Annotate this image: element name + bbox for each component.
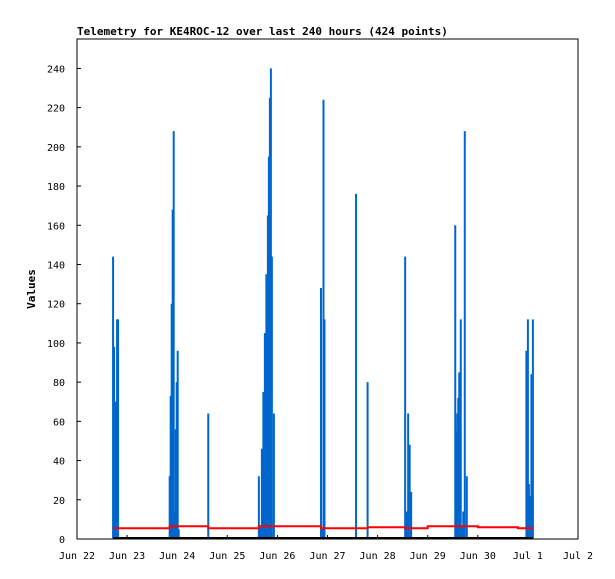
y-tick-label: 180 xyxy=(47,182,65,193)
x-tick-label: Jul 2 xyxy=(563,551,593,562)
x-tick-label: Jul 1 xyxy=(513,551,543,562)
y-tick-label: 60 xyxy=(53,417,65,428)
y-tick-label: 40 xyxy=(53,457,65,468)
y-axis-label: Values xyxy=(25,269,38,309)
y-tick-label: 20 xyxy=(53,496,65,507)
x-axis: Jun 22 Jun 23 Jun 24 Jun 25 Jun 26 Jun 27 Jun … xyxy=(59,535,593,562)
x-tick-label: Jun 24 xyxy=(159,551,195,562)
y-tick-label: 100 xyxy=(47,339,65,350)
y-axis: 0 20 40 60 80 100 120 140 160 180 200 220 240 xyxy=(47,64,81,546)
chart-title: Telemetry for KE4ROC-12 over last 240 ho… xyxy=(77,25,448,38)
x-tick-label: Jun 22 xyxy=(59,551,95,562)
y-tick-label: 140 xyxy=(47,260,65,271)
y-tick-label: 80 xyxy=(53,378,65,389)
x-tick-label: Jun 30 xyxy=(460,551,496,562)
x-tick-label: Jun 25 xyxy=(209,551,245,562)
x-tick-label: Jun 29 xyxy=(410,551,446,562)
x-tick-label: Jun 28 xyxy=(360,551,396,562)
y-tick-label: 120 xyxy=(47,300,65,311)
series-layer xyxy=(112,68,534,540)
y-tick-label: 220 xyxy=(47,104,65,115)
plot-area xyxy=(76,38,579,540)
y-tick-label: 160 xyxy=(47,221,65,232)
series-1 xyxy=(113,525,533,530)
x-tick-label: Jun 23 xyxy=(109,551,145,562)
x-tick-label: Jun 26 xyxy=(259,551,295,562)
y-tick-label: 200 xyxy=(47,143,65,154)
x-tick-label: Jun 27 xyxy=(309,551,345,562)
series-0 xyxy=(112,68,534,539)
y-tick-label: 0 xyxy=(59,535,65,546)
series-line xyxy=(113,525,533,530)
y-tick-label: 240 xyxy=(47,64,65,75)
